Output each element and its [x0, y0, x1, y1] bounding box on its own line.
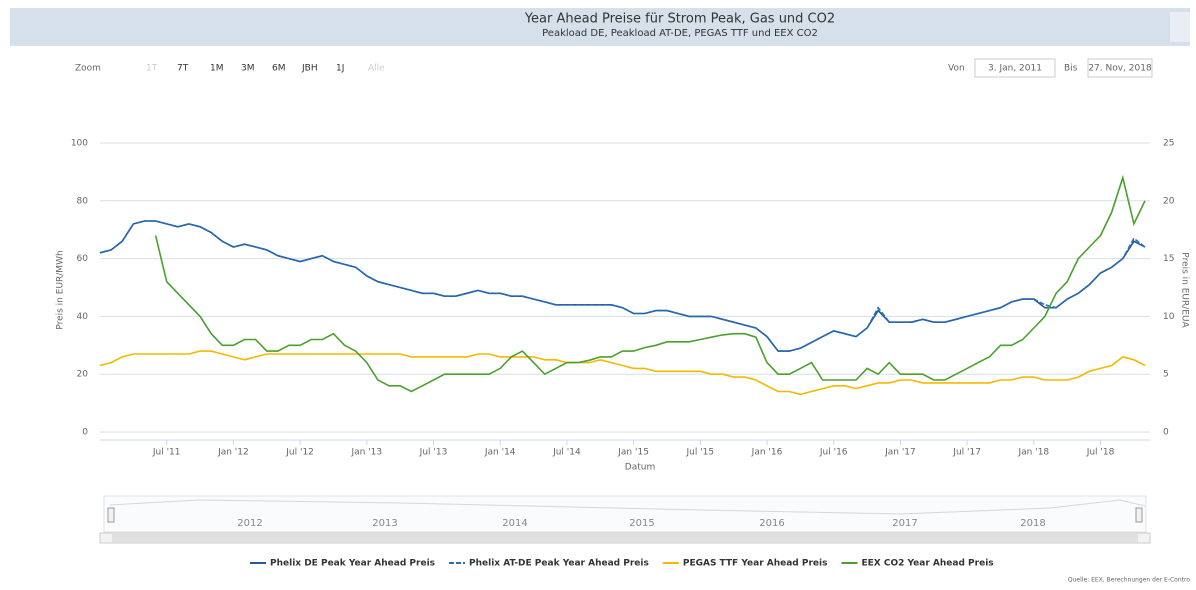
zoom-button[interactable]: 1J	[336, 64, 344, 74]
y2-axis-label: Preis in EUR/EUA	[1180, 252, 1190, 328]
navigator[interactable]	[103, 495, 1147, 533]
series-line	[99, 220, 1146, 352]
y2-tick-label: 25	[1163, 139, 1174, 149]
x-tick-label: Jul '18	[1086, 448, 1115, 458]
x-tick-label: Jan '16	[751, 448, 783, 458]
navigator-label: 2016	[759, 518, 784, 529]
navigator-label: 2012	[237, 518, 262, 529]
x-tick-label: Jan '12	[217, 448, 249, 458]
x-tick-label: Jan '13	[350, 448, 382, 458]
y2-tick-label: 10	[1163, 312, 1175, 322]
navigator-label: 2015	[629, 518, 654, 529]
legend-label[interactable]: Phelix AT-DE Peak Year Ahead Preis	[469, 559, 649, 569]
zoom-button[interactable]: 1T	[146, 64, 158, 74]
y-tick-label: 100	[71, 139, 88, 149]
y2-tick-label: 20	[1163, 196, 1175, 206]
navigator-label: 2017	[892, 518, 917, 529]
zoom-button[interactable]: JBH	[301, 64, 318, 74]
x-tick-label: Jul '11	[152, 448, 181, 458]
y-tick-label: 20	[77, 370, 89, 380]
y-tick-label: 80	[77, 196, 89, 206]
navigator-label: 2018	[1020, 518, 1045, 529]
legend-label[interactable]: PEGAS TTF Year Ahead Preis	[683, 559, 828, 569]
x-axis-label: Datum	[625, 463, 655, 473]
zoom-button[interactable]: 3M	[241, 64, 255, 74]
to-input[interactable]	[1087, 58, 1153, 78]
series-line	[154, 174, 1146, 393]
header-bar	[10, 8, 1190, 46]
legend-label[interactable]: Phelix DE Peak Year Ahead Preis	[270, 559, 435, 569]
y-tick-label: 60	[77, 254, 89, 264]
navigator-label: 2014	[502, 518, 527, 529]
y-tick-label: 40	[77, 312, 89, 322]
navigator-label: 2013	[372, 518, 397, 529]
to-date: 27. Nov, 2018	[1088, 64, 1152, 74]
x-tick-label: Jul '15	[685, 448, 714, 458]
series-line	[99, 220, 1146, 352]
from-label: Von	[948, 64, 965, 74]
from-input[interactable]	[974, 58, 1056, 78]
zoom-button[interactable]: 1M	[210, 64, 224, 74]
scrollbar-thumb[interactable]	[112, 534, 1138, 542]
x-tick-label: Jan '18	[1017, 448, 1049, 458]
y2-tick-label: 5	[1163, 370, 1169, 380]
y-tick-label: 0	[82, 428, 88, 438]
zoom-button[interactable]: 7T	[177, 64, 189, 74]
menu-button[interactable]	[1170, 12, 1190, 42]
zoom-button[interactable]: Alle	[368, 64, 385, 74]
from-date: 3. Jan, 2011	[988, 64, 1042, 74]
navigator-handle[interactable]	[1135, 507, 1143, 523]
zoom-label: Zoom	[75, 64, 101, 74]
x-tick-label: Jul '12	[285, 448, 314, 458]
x-tick-label: Jan '17	[884, 448, 916, 458]
source-note: Quelle: EEX, Berechnungen der E-Contro	[1068, 577, 1190, 584]
to-label: Bis	[1064, 64, 1078, 74]
x-tick-label: Jan '15	[617, 448, 649, 458]
chart-subtitle: Peakload DE, Peakload AT-DE, PEGAS TTF u…	[542, 28, 818, 39]
x-tick-label: Jul '17	[952, 448, 981, 458]
legend-label[interactable]: EEX CO2 Year Ahead Preis	[861, 559, 993, 569]
x-tick-label: Jul '14	[552, 448, 581, 458]
x-tick-label: Jan '14	[484, 448, 516, 458]
x-tick-label: Jul '16	[819, 448, 848, 458]
x-tick-label: Jul '13	[419, 448, 448, 458]
series-line	[99, 350, 1146, 396]
zoom-button[interactable]: 6M	[272, 64, 286, 74]
y2-tick-label: 15	[1163, 254, 1174, 264]
y-axis-label: Preis in EUR/MWh	[56, 250, 66, 329]
y2-tick-label: 0	[1163, 428, 1169, 438]
navigator-line	[109, 499, 1146, 515]
navigator-handle[interactable]	[107, 507, 115, 523]
chart-title: Year Ahead Preise für Strom Peak, Gas un…	[524, 12, 835, 27]
